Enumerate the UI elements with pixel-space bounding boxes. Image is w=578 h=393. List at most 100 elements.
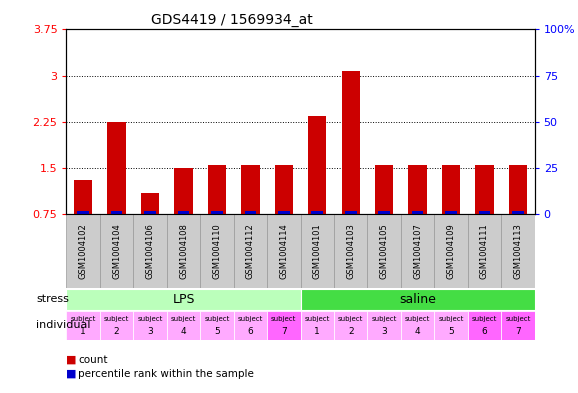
- Bar: [342, 71, 360, 214]
- Text: stress: stress: [36, 294, 69, 304]
- Text: GSM1004109: GSM1004109: [447, 223, 455, 279]
- Bar: [509, 165, 527, 214]
- Bar: [200, 311, 234, 340]
- Bar: [74, 180, 92, 214]
- Bar: [401, 311, 434, 340]
- Bar: [108, 122, 126, 214]
- Text: count: count: [78, 354, 108, 365]
- Bar: [368, 311, 401, 340]
- Bar: [267, 311, 301, 340]
- Text: subject: subject: [171, 316, 196, 322]
- Text: 5: 5: [448, 327, 454, 336]
- Bar: [501, 311, 535, 340]
- Text: GSM1004105: GSM1004105: [380, 223, 388, 279]
- Text: subject: subject: [372, 316, 397, 322]
- Text: 6: 6: [247, 327, 253, 336]
- Bar: [244, 211, 256, 214]
- Text: 2: 2: [114, 327, 120, 336]
- Bar: [66, 214, 100, 288]
- Text: GSM1004103: GSM1004103: [346, 223, 355, 279]
- Bar: [468, 214, 501, 288]
- Bar: [345, 211, 357, 214]
- Bar: [368, 214, 401, 288]
- Bar: [211, 211, 223, 214]
- Text: subject: subject: [305, 316, 330, 322]
- Text: subject: subject: [338, 316, 364, 322]
- Text: GSM1004108: GSM1004108: [179, 223, 188, 279]
- Text: 1: 1: [314, 327, 320, 336]
- Bar: [401, 214, 434, 288]
- Bar: [177, 211, 190, 214]
- Text: 7: 7: [515, 327, 521, 336]
- Bar: [234, 311, 267, 340]
- Text: subject: subject: [505, 316, 531, 322]
- Text: GSM1004106: GSM1004106: [146, 223, 154, 279]
- Bar: [375, 165, 394, 214]
- Text: ■: ■: [66, 369, 77, 379]
- Bar: [442, 165, 460, 214]
- Bar: [144, 211, 156, 214]
- Bar: [167, 214, 200, 288]
- Text: 6: 6: [481, 327, 487, 336]
- Text: subject: subject: [405, 316, 430, 322]
- Text: 1: 1: [80, 327, 86, 336]
- Bar: [77, 211, 89, 214]
- Text: subject: subject: [438, 316, 464, 322]
- Bar: [134, 311, 167, 340]
- Text: subject: subject: [238, 316, 263, 322]
- Bar: [479, 211, 490, 214]
- Bar: [434, 214, 468, 288]
- Text: subject: subject: [204, 316, 229, 322]
- Bar: [468, 311, 501, 340]
- Bar: [241, 165, 260, 214]
- Bar: [379, 211, 390, 214]
- Bar: [301, 311, 334, 340]
- Text: GSM1004101: GSM1004101: [313, 223, 322, 279]
- Text: ■: ■: [66, 354, 77, 365]
- Bar: [175, 168, 192, 214]
- Text: LPS: LPS: [172, 293, 195, 306]
- Text: GSM1004114: GSM1004114: [279, 223, 288, 279]
- Bar: [66, 311, 100, 340]
- Text: individual: individual: [36, 320, 91, 330]
- Text: GDS4419 / 1569934_at: GDS4419 / 1569934_at: [151, 13, 313, 27]
- Text: 7: 7: [281, 327, 287, 336]
- Bar: [312, 211, 323, 214]
- Bar: [200, 214, 234, 288]
- Text: GSM1004113: GSM1004113: [513, 223, 523, 279]
- Bar: [267, 214, 301, 288]
- Bar: [501, 214, 535, 288]
- Bar: [308, 116, 327, 214]
- Bar: [208, 165, 226, 214]
- Text: subject: subject: [138, 316, 163, 322]
- Text: 2: 2: [348, 327, 354, 336]
- Text: 3: 3: [147, 327, 153, 336]
- Bar: [475, 165, 494, 214]
- Bar: [301, 289, 535, 310]
- Text: subject: subject: [472, 316, 497, 322]
- Text: GSM1004107: GSM1004107: [413, 223, 422, 279]
- Text: GSM1004104: GSM1004104: [112, 223, 121, 279]
- Text: GSM1004102: GSM1004102: [79, 223, 88, 279]
- Bar: [445, 211, 457, 214]
- Text: 3: 3: [381, 327, 387, 336]
- Bar: [134, 214, 167, 288]
- Text: percentile rank within the sample: percentile rank within the sample: [78, 369, 254, 379]
- Bar: [278, 211, 290, 214]
- Text: GSM1004111: GSM1004111: [480, 223, 489, 279]
- Bar: [234, 214, 267, 288]
- Bar: [66, 289, 301, 310]
- Bar: [409, 165, 427, 214]
- Bar: [334, 214, 368, 288]
- Text: GSM1004110: GSM1004110: [213, 223, 221, 279]
- Text: subject: subject: [71, 316, 96, 322]
- Text: saline: saline: [399, 293, 436, 306]
- Text: 5: 5: [214, 327, 220, 336]
- Text: subject: subject: [271, 316, 297, 322]
- Bar: [512, 211, 524, 214]
- Bar: [434, 311, 468, 340]
- Bar: [334, 311, 368, 340]
- Bar: [100, 214, 134, 288]
- Text: GSM1004112: GSM1004112: [246, 223, 255, 279]
- Bar: [167, 311, 200, 340]
